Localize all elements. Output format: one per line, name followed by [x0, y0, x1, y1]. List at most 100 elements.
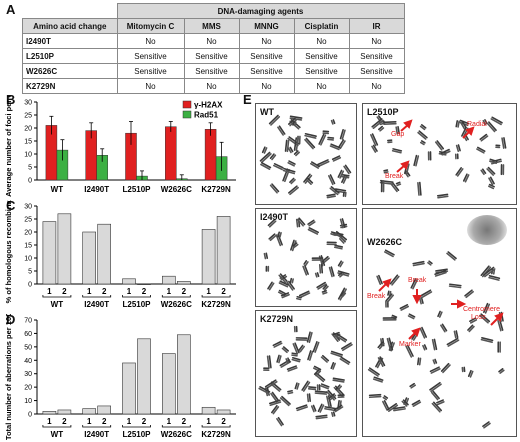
chromatid: [392, 406, 406, 410]
chromatid: [461, 121, 467, 129]
chromatid: [383, 122, 397, 126]
chromatid: [411, 399, 421, 406]
table-cell: Sensitive: [116, 63, 185, 79]
chromatid: [316, 384, 319, 391]
panel-label-c: C: [6, 198, 16, 213]
chromatid: [372, 378, 383, 383]
chromosome: [422, 344, 428, 351]
chromatid: [295, 218, 299, 228]
chromatid: [330, 143, 341, 149]
sub-tick-label: 2: [182, 417, 187, 426]
chromatid: [456, 168, 464, 177]
chromosome: [488, 183, 495, 190]
y-tick-label: 5: [28, 165, 32, 172]
chromosome: [460, 121, 467, 130]
chromatid: [469, 319, 478, 324]
bar: [216, 216, 231, 285]
chromatid: [271, 154, 277, 161]
chromatid: [391, 314, 398, 318]
chromatid: [334, 232, 346, 242]
chromatid: [427, 261, 432, 266]
x-tick-label: W2626C: [161, 300, 192, 309]
chromatid: [483, 422, 491, 429]
chromatid: [279, 273, 288, 283]
chromatid: [308, 331, 313, 344]
homologous-recombination-chart: 0 5 10 15 20 25 30 % of homologous recombinatio…: [4, 200, 236, 309]
chromatid: [318, 384, 321, 391]
chromatid: [469, 370, 474, 378]
chromatid: [457, 144, 461, 152]
chromatid: [382, 400, 388, 411]
chromatid: [292, 120, 295, 126]
chromatid: [396, 183, 402, 187]
chromatid: [289, 177, 295, 183]
chromatid: [486, 168, 495, 176]
chromosome: [390, 182, 400, 193]
chromosome: [287, 389, 294, 395]
chromatid: [391, 149, 402, 154]
chromosome: [413, 154, 420, 167]
chromatid: [371, 145, 377, 153]
chromatid: [292, 356, 301, 361]
chromosome: [322, 130, 330, 135]
chromatid: [460, 122, 466, 130]
chromatid: [271, 391, 280, 402]
chromatid: [317, 283, 327, 290]
table-cell: No: [116, 78, 185, 94]
chromatid: [384, 251, 394, 258]
chromatid: [371, 133, 379, 146]
sub-tick-label: 2: [62, 417, 67, 426]
micrograph-label: W2626C: [367, 237, 403, 247]
chromatid: [465, 135, 469, 141]
chromosome: [417, 130, 428, 140]
chromatid: [281, 293, 290, 299]
chromatid: [454, 153, 457, 160]
chromatid: [447, 251, 457, 260]
table-cell: No: [183, 33, 240, 49]
chromosome: [440, 323, 448, 333]
chromatid: [332, 156, 342, 162]
chromatid: [320, 356, 328, 363]
micrograph-i2490t: I2490T: [255, 208, 357, 307]
chromosome: [331, 155, 342, 162]
chromosome: [294, 382, 300, 390]
sub-tick-label: 2: [221, 417, 226, 426]
sub-tick-label: 1: [47, 417, 52, 426]
x-tick-label: I2490T: [84, 185, 109, 194]
chromatid: [428, 260, 433, 265]
chromosome: [287, 146, 294, 154]
x-tick-label: I2490T: [84, 430, 109, 439]
chromatid: [282, 346, 289, 352]
y-tick-label: 25: [24, 113, 32, 120]
chromosome: [446, 251, 457, 261]
chromosome: [339, 128, 346, 140]
chromatid: [328, 266, 333, 278]
chromosome: [436, 399, 445, 406]
chromosome: [467, 324, 475, 333]
chromatid: [437, 310, 441, 318]
sub-tick-label: 1: [127, 287, 132, 296]
chromatid: [461, 366, 464, 373]
chromosome: [486, 121, 497, 133]
y-tick-label: 15: [24, 243, 32, 250]
chromatid: [489, 158, 498, 163]
chromatid: [455, 120, 459, 128]
chromatid: [326, 243, 337, 246]
column-header: Cisplatin: [293, 18, 350, 34]
chromosome: [341, 342, 353, 352]
table-cell: No: [348, 78, 405, 94]
chromosome: [289, 277, 294, 284]
chromatid: [283, 167, 296, 173]
chromosome: [282, 167, 296, 175]
chromatid: [289, 186, 299, 196]
chromosome: [273, 163, 284, 171]
chromatid: [342, 191, 345, 197]
chromatid: [488, 274, 501, 280]
chromatid: [295, 137, 299, 152]
chromosome: [337, 271, 345, 278]
chromosome: [370, 133, 379, 147]
chromatid: [368, 393, 382, 397]
chromatid: [413, 154, 418, 167]
chromatid: [331, 333, 339, 343]
chromosome: [333, 244, 344, 250]
